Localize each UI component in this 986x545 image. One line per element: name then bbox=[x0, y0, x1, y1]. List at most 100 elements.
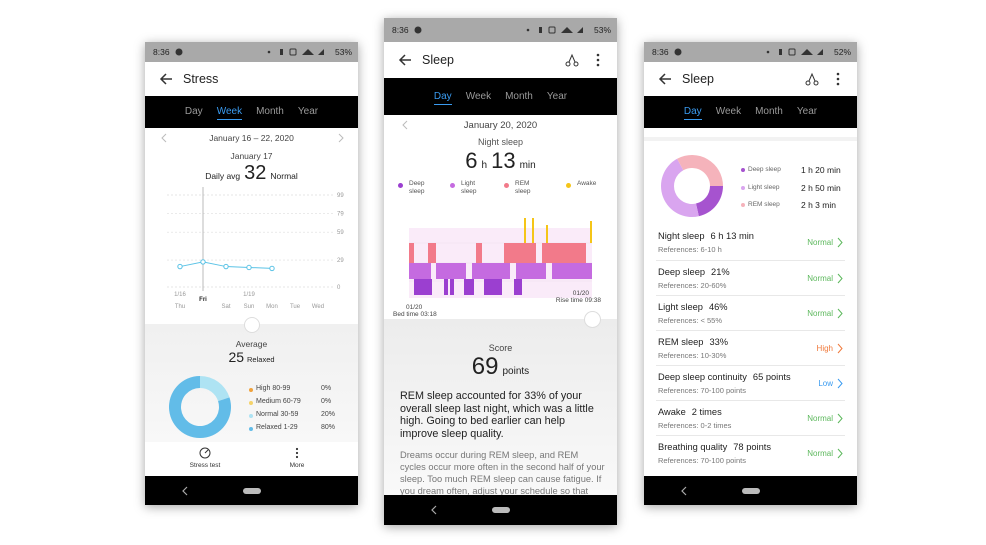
legend-dot bbox=[249, 427, 253, 431]
stress-point bbox=[200, 259, 206, 265]
more-icon-part bbox=[295, 447, 299, 451]
stress-chart: 0 29 59 79 99 1/16 Thu Fri Sat 1/19 Sun Mon Tue Wed bbox=[167, 187, 344, 310]
x-tick-label: Wed bbox=[312, 304, 324, 310]
tab[interactable]: Year bbox=[546, 90, 568, 102]
nav-home bbox=[491, 507, 510, 513]
metric-title: Breathing quality bbox=[658, 442, 728, 452]
average-label: Average bbox=[235, 339, 268, 349]
menu-icon-part bbox=[596, 53, 600, 57]
tab[interactable]: Week bbox=[216, 104, 243, 120]
status-icons-part bbox=[548, 26, 556, 34]
legend-value: 20% bbox=[321, 411, 336, 418]
legend-name: Medium 60-79 bbox=[256, 398, 301, 405]
tab[interactable]: Day bbox=[433, 89, 452, 105]
metric-row[interactable]: Deep sleep 21% References: 20-60% Normal bbox=[656, 260, 845, 296]
metric-status: Normal bbox=[807, 309, 833, 318]
sleep-donut bbox=[661, 155, 723, 217]
metric-reference: References: < 55% bbox=[658, 316, 722, 325]
nav-back bbox=[430, 505, 436, 515]
tab[interactable]: Week bbox=[465, 90, 492, 102]
duration-row: 6 h 13 min bbox=[384, 148, 617, 174]
tab[interactable]: Week bbox=[715, 106, 742, 117]
metric-row[interactable]: Night sleep 6 h 13 min References: 6-10 h N… bbox=[656, 225, 845, 260]
metric-row[interactable]: Awake 2 times References: 0-2 times Normal bbox=[656, 400, 845, 436]
nav-home bbox=[242, 487, 261, 494]
status-icon-part bbox=[175, 48, 183, 56]
metric-value: 2 times bbox=[691, 407, 722, 417]
legend-name: Relaxed 1-29 bbox=[256, 424, 298, 431]
tab[interactable]: Year bbox=[796, 106, 818, 117]
action-bar: Stress test More bbox=[145, 442, 358, 476]
sleep-screen: 8:36 53% Sleep Day Week Month Year January 20, … bbox=[384, 18, 617, 525]
action-label[interactable]: Stress test bbox=[189, 462, 221, 469]
legend-value: 0% bbox=[321, 385, 332, 392]
tab-bar: Day Week Month Year bbox=[384, 78, 617, 115]
metric-title-row: Light sleep 46% bbox=[658, 302, 728, 312]
end-date: 01/20 bbox=[572, 290, 589, 297]
tab[interactable]: Month bbox=[256, 106, 284, 117]
status-icons bbox=[766, 48, 823, 56]
legend-name: REM sleep bbox=[748, 201, 780, 208]
chevron-right-part bbox=[837, 343, 843, 354]
metric-status: High bbox=[816, 344, 833, 353]
metric-status: Normal bbox=[807, 274, 833, 283]
chevron-left-part bbox=[402, 120, 408, 130]
chevron-right bbox=[837, 343, 843, 354]
metric-title-row: Deep sleep 21% bbox=[658, 267, 730, 277]
action-label[interactable]: More bbox=[289, 462, 305, 469]
donut-segment bbox=[200, 376, 230, 402]
menu-icon-part bbox=[836, 72, 840, 76]
metric-status: Normal bbox=[807, 238, 833, 247]
status-icons-part bbox=[302, 49, 314, 55]
hypnogram-light bbox=[409, 263, 592, 279]
metric-title-row: Night sleep 6 h 13 min bbox=[658, 231, 754, 241]
stress-test-icon bbox=[199, 447, 211, 459]
metric-reference: References: 70-100 points bbox=[658, 386, 746, 395]
divider bbox=[644, 137, 857, 141]
tab[interactable]: Month bbox=[505, 90, 533, 102]
nav-bar bbox=[644, 476, 857, 505]
metric-reference: References: 10-30% bbox=[658, 351, 727, 360]
chevron-right-part bbox=[837, 448, 843, 459]
duration-unit: min bbox=[519, 160, 536, 171]
metric-value: 21% bbox=[711, 267, 730, 277]
menu-icon bbox=[836, 72, 840, 86]
legend-dot bbox=[249, 388, 253, 392]
status-icon bbox=[175, 48, 183, 56]
metric-row[interactable]: Light sleep 46% References: < 55% Normal bbox=[656, 295, 845, 331]
tab[interactable]: Year bbox=[297, 106, 319, 117]
date-range: January 16 – 22, 2020 bbox=[209, 133, 294, 143]
tab[interactable]: Day bbox=[184, 106, 203, 117]
metric-value: 46% bbox=[708, 302, 728, 312]
hypnogram-awake bbox=[524, 218, 592, 243]
menu-icon-part bbox=[596, 58, 600, 62]
status-bar: 8:36 53% bbox=[384, 18, 617, 42]
legend-name: Light sleep bbox=[461, 180, 477, 195]
stress-point bbox=[246, 264, 252, 271]
tab-bar: Day Week Month Year bbox=[644, 96, 857, 128]
legend-dot bbox=[741, 168, 745, 172]
tab[interactable]: Month bbox=[755, 106, 783, 117]
x-tick-label: Fri bbox=[199, 297, 207, 303]
stress-test-icon-part bbox=[204, 449, 209, 454]
legend-value: 0% bbox=[321, 398, 332, 405]
nav-back bbox=[680, 486, 686, 495]
selected-date: January 17 bbox=[230, 151, 273, 161]
metric-row[interactable]: Deep sleep continuity 65 points References… bbox=[656, 365, 845, 401]
x-tick-label: Sat bbox=[221, 304, 230, 310]
hypnogram-rem bbox=[409, 243, 586, 263]
tab[interactable]: Day bbox=[683, 104, 702, 120]
chevron-right-part bbox=[837, 413, 843, 424]
x-tick-label: Mon bbox=[266, 304, 278, 310]
stress-point bbox=[177, 263, 183, 270]
score-panel bbox=[384, 319, 617, 495]
daily-avg-status: Normal bbox=[270, 171, 298, 181]
legend-value: 1 h 20 min bbox=[801, 165, 841, 175]
daily-avg-value: 32 bbox=[244, 162, 267, 184]
metric-title: Deep sleep bbox=[658, 267, 706, 277]
back-arrow bbox=[658, 73, 671, 85]
sleep-detail-screen: 8:36 52% Sleep Day Week Month Year Deep sleep 1 … bbox=[644, 42, 857, 505]
metric-row[interactable]: Breathing quality 78 points References: 70… bbox=[656, 435, 845, 471]
metric-row[interactable]: REM sleep 33% References: 10-30% High bbox=[656, 330, 845, 366]
y-tick-label: 79 bbox=[337, 212, 344, 218]
